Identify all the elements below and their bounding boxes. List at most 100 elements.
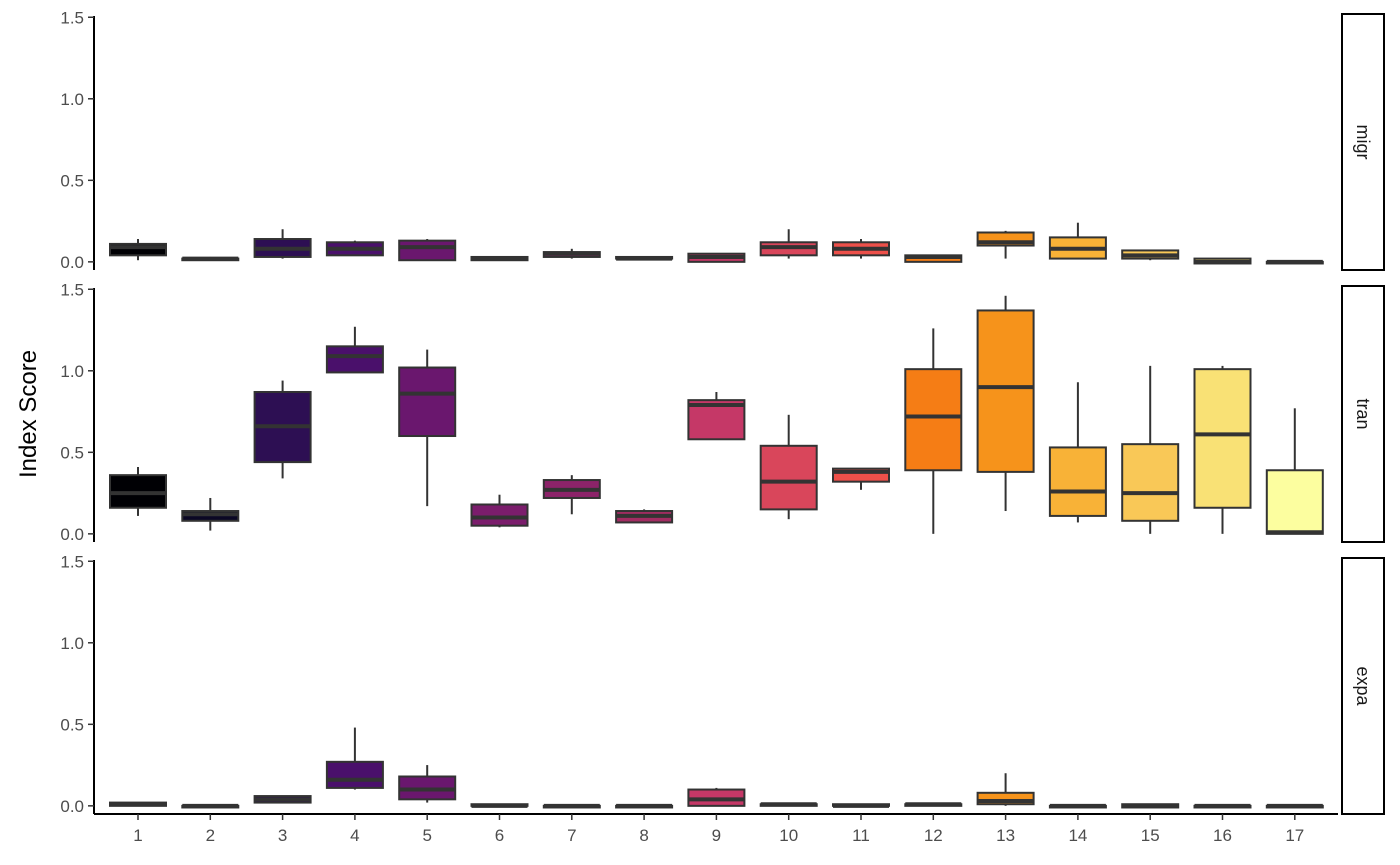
box-tran-16 <box>1193 365 1252 534</box>
box-tran-15 <box>1121 365 1180 534</box>
x-tick-label: 15 <box>1141 826 1160 845</box>
box-expa-8 <box>615 803 674 809</box>
box-expa-14 <box>1048 803 1107 809</box>
x-tick-label: 13 <box>996 826 1015 845</box>
box-migr-12 <box>904 254 963 263</box>
x-tick-label: 17 <box>1285 826 1304 845</box>
box-migr-17 <box>1265 259 1324 265</box>
box-migr-5 <box>398 239 457 262</box>
box-rect <box>1048 446 1107 517</box>
box-tran-14 <box>1048 382 1107 523</box>
x-tick-label: 6 <box>495 826 504 845</box>
box-expa-4 <box>325 727 384 790</box>
x-tick-label: 5 <box>422 826 431 845</box>
box-expa-6 <box>470 803 529 808</box>
box-expa-9 <box>687 787 746 807</box>
facet-strip-label: expa <box>1353 666 1373 706</box>
box-migr-14 <box>1048 222 1107 260</box>
box-migr-13 <box>976 230 1035 259</box>
box-rect <box>1121 443 1180 522</box>
y-tick-label: 0.0 <box>60 253 84 272</box>
box-tran-3 <box>253 380 312 479</box>
y-tick-label: 0.0 <box>60 797 84 816</box>
x-tick-label: 10 <box>779 826 798 845</box>
x-tick-label: 7 <box>567 826 576 845</box>
facet-strip <box>1341 285 1385 543</box>
box-expa-15 <box>1121 803 1180 809</box>
box-migr-16 <box>1193 257 1252 265</box>
y-tick-label: 1.5 <box>60 8 84 27</box>
box-expa-3 <box>253 795 312 804</box>
x-tick-label: 11 <box>852 826 870 845</box>
x-tick-label: 12 <box>924 826 943 845</box>
box-expa-17 <box>1265 803 1324 809</box>
y-tick-label: 1.5 <box>60 280 84 299</box>
facet-panel-expa: 0.0 0.5 1.0 1.5 expa <box>60 552 1385 816</box>
x-tick-label: 8 <box>639 826 648 845</box>
box-expa-13 <box>976 773 1035 806</box>
facet-strip-label: migr <box>1353 125 1373 160</box>
box-tran-11 <box>832 467 890 490</box>
box-tran-1 <box>109 466 167 516</box>
box-migr-6 <box>470 255 529 262</box>
box-expa-7 <box>542 803 601 809</box>
box-rect <box>1193 368 1252 509</box>
box-expa-1 <box>109 801 167 807</box>
y-tick-label: 1.0 <box>60 362 84 381</box>
box-rect <box>109 242 167 257</box>
box-rect <box>398 366 457 438</box>
y-tick-label: 0.5 <box>60 443 84 462</box>
box-migr-2 <box>181 256 240 262</box>
box-migr-8 <box>615 255 674 261</box>
box-migr-15 <box>1121 249 1180 261</box>
box-tran-5 <box>398 349 457 507</box>
x-tick-label: 16 <box>1213 826 1232 845</box>
box-rect <box>325 760 384 789</box>
box-tran-6 <box>470 494 529 528</box>
box-rect <box>904 368 963 472</box>
y-tick-label: 0.5 <box>60 171 84 190</box>
box-migr-10 <box>759 229 818 259</box>
box-migr-11 <box>832 239 890 259</box>
box-migr-4 <box>325 240 384 257</box>
box-rect <box>759 444 818 511</box>
facet-strip-label: tran <box>1353 398 1373 429</box>
box-tran-13 <box>976 295 1035 512</box>
box-migr-3 <box>253 229 312 259</box>
y-axis-title: Index Score <box>15 350 42 478</box>
y-tick-label: 1.5 <box>60 552 84 571</box>
x-tick-label: 14 <box>1068 826 1087 845</box>
x-axis: 1 2 3 4 5 6 7 8 9 10 11 12 13 14 15 16 17 <box>94 813 1338 845</box>
box-migr-1 <box>109 239 167 261</box>
box-tran-12 <box>904 328 963 534</box>
box-expa-2 <box>181 803 240 809</box>
box-tran-4 <box>325 326 384 374</box>
facet-panel-migr: 0.0 0.5 1.0 1.5 migr <box>60 8 1385 272</box>
x-tick-label: 2 <box>206 826 215 845</box>
box-expa-10 <box>759 802 818 807</box>
y-tick-label: 0.0 <box>60 525 84 544</box>
y-tick-label: 1.0 <box>60 90 84 109</box>
box-expa-16 <box>1193 803 1252 809</box>
box-expa-11 <box>832 803 890 808</box>
box-migr-9 <box>687 252 746 263</box>
box-rect <box>1265 469 1324 535</box>
box-rect <box>470 503 529 527</box>
x-tick-label: 9 <box>712 826 721 845</box>
y-tick-label: 1.0 <box>60 634 84 653</box>
box-expa-12 <box>904 802 963 807</box>
box-tran-7 <box>542 475 601 515</box>
box-migr-7 <box>542 248 601 259</box>
box-rect <box>398 239 457 262</box>
facet-panels: 0.0 0.5 1.0 1.5 migr 0.0 0.5 1.0 1.5 tran 0.0 0.5 1.… <box>60 8 1385 816</box>
facet-panel-tran: 0.0 0.5 1.0 1.5 tran <box>60 280 1385 544</box>
facet-strip <box>1341 13 1385 271</box>
x-tick-label: 3 <box>278 826 287 845</box>
box-rect <box>325 345 384 374</box>
y-tick-label: 0.5 <box>60 715 84 734</box>
box-tran-17 <box>1265 408 1324 535</box>
box-rect <box>976 791 1035 806</box>
box-rect <box>976 309 1035 473</box>
facet-strip <box>1341 557 1385 815</box>
